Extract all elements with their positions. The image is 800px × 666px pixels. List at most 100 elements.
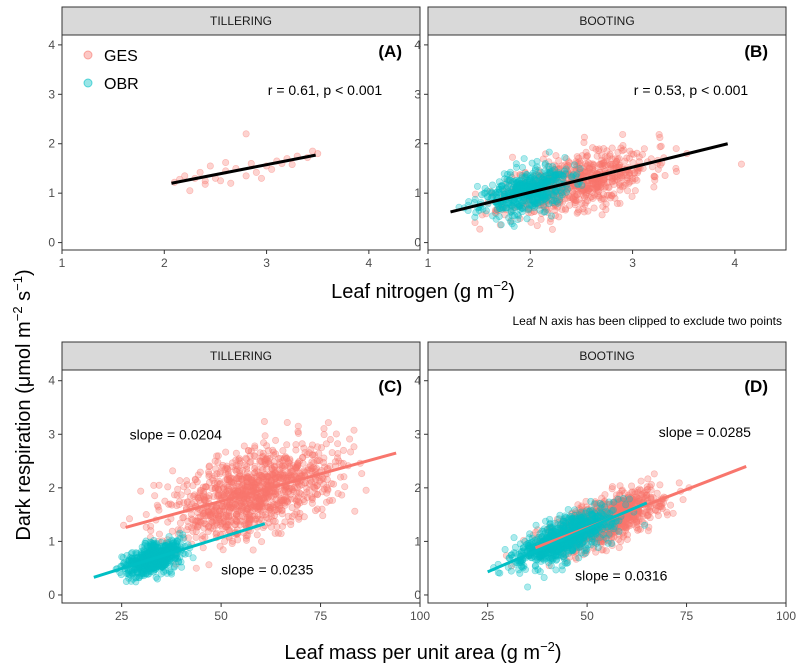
- point-ges: [227, 516, 235, 524]
- point-obr: [137, 551, 145, 559]
- point-ges: [247, 501, 255, 509]
- point-ges: [575, 172, 583, 180]
- point-ges: [229, 481, 237, 489]
- point-ges: [234, 480, 242, 488]
- point-ges: [208, 509, 216, 517]
- point-obr: [561, 153, 569, 161]
- point-obr: [163, 558, 171, 566]
- point-ges: [225, 476, 233, 484]
- point-ges: [599, 194, 607, 202]
- point-ges: [251, 493, 259, 501]
- point-ges: [265, 490, 273, 498]
- point-ges: [350, 426, 358, 434]
- point-ges: [237, 499, 245, 507]
- point-ges: [576, 169, 584, 177]
- point-obr: [117, 571, 125, 579]
- point-ges: [147, 522, 155, 530]
- point-obr: [171, 542, 179, 550]
- point-ges: [543, 194, 551, 202]
- point-ges: [646, 514, 654, 522]
- point-ges: [598, 508, 606, 516]
- point-ges: [578, 518, 586, 526]
- clip-caption: Leaf N axis has been clipped to exclude …: [512, 314, 782, 328]
- point-ges: [547, 173, 555, 181]
- point-obr: [554, 199, 562, 207]
- point-ges: [605, 522, 613, 530]
- point-obr: [495, 204, 503, 212]
- point-ges: [204, 508, 212, 516]
- point-ges: [222, 464, 230, 472]
- point-ges: [265, 519, 273, 527]
- point-ges: [291, 472, 299, 480]
- point-ges: [644, 475, 652, 483]
- point-obr: [505, 181, 513, 189]
- point-obr: [154, 561, 162, 569]
- point-ges: [242, 534, 250, 542]
- point-ges: [561, 524, 569, 532]
- point-ges: [260, 473, 268, 481]
- point-ges: [566, 521, 574, 529]
- strip-label-D: BOOTING: [579, 349, 634, 363]
- point-ges: [263, 503, 271, 511]
- point-ges: [252, 168, 260, 176]
- x-axis-title-top-end: ): [508, 281, 515, 303]
- point-ges: [243, 472, 251, 480]
- point-ges: [588, 516, 596, 524]
- point-ges: [612, 523, 620, 531]
- point-ges: [609, 505, 617, 513]
- point-obr: [140, 572, 148, 580]
- point-obr: [506, 171, 514, 179]
- point-ges: [614, 503, 622, 511]
- point-ges: [229, 504, 237, 512]
- point-obr: [512, 184, 520, 192]
- point-ges: [597, 163, 605, 171]
- point-ges: [582, 549, 590, 557]
- point-ges: [579, 187, 587, 195]
- point-obr: [542, 174, 550, 182]
- point-obr: [146, 562, 154, 570]
- point-obr: [149, 547, 157, 555]
- point-ges: [242, 476, 250, 484]
- point-obr: [147, 546, 155, 554]
- point-ges: [225, 503, 233, 511]
- point-ges: [626, 147, 634, 155]
- point-ges: [550, 200, 558, 208]
- point-ges: [232, 482, 240, 490]
- point-ges: [583, 514, 591, 522]
- point-ges: [599, 512, 607, 520]
- point-ges: [222, 503, 230, 511]
- point-ges: [257, 491, 265, 499]
- point-ges: [270, 451, 278, 459]
- point-ges: [631, 488, 639, 496]
- point-ges: [595, 183, 603, 191]
- point-ges: [640, 493, 648, 501]
- point-ges: [607, 530, 615, 538]
- point-obr: [155, 548, 163, 556]
- point-obr: [518, 184, 526, 192]
- point-ges: [604, 523, 612, 531]
- point-ges: [602, 547, 610, 555]
- point-ges: [304, 466, 312, 474]
- point-ges: [627, 488, 635, 496]
- point-ges: [234, 487, 242, 495]
- point-obr: [537, 198, 545, 206]
- point-ges: [551, 165, 559, 173]
- point-ges: [619, 130, 627, 138]
- point-obr: [483, 187, 491, 195]
- point-ges: [605, 509, 613, 517]
- y-tick-label: 3: [414, 427, 421, 441]
- y-axis-title-main: Dark respiration (μmol m: [13, 321, 35, 540]
- point-obr: [144, 547, 152, 555]
- point-ges: [200, 509, 208, 517]
- point-obr: [504, 199, 512, 207]
- point-ges: [672, 145, 680, 153]
- point-obr: [173, 537, 181, 545]
- point-ges: [263, 502, 271, 510]
- point-obr: [158, 563, 166, 571]
- point-ges: [202, 483, 210, 491]
- point-ges: [235, 506, 243, 514]
- point-ges: [209, 525, 217, 533]
- point-ges: [580, 168, 588, 176]
- point-obr: [132, 574, 140, 582]
- point-ges: [610, 181, 618, 189]
